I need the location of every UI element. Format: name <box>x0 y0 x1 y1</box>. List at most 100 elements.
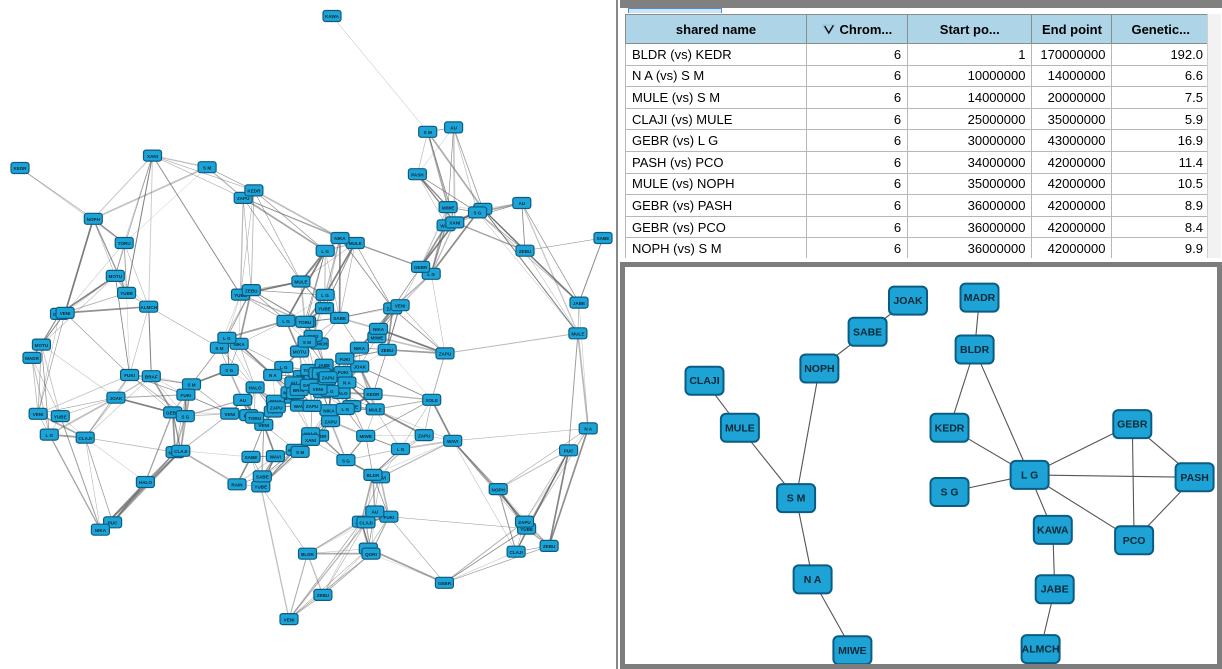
svg-text:TORU: TORU <box>298 320 312 325</box>
svg-text:L G: L G <box>282 319 290 324</box>
svg-text:S M: S M <box>215 346 223 351</box>
svg-text:FUKI: FUKI <box>338 370 349 375</box>
svg-text:L G: L G <box>321 249 329 254</box>
svg-text:JOAK: JOAK <box>110 396 123 401</box>
svg-text:S M: S M <box>303 340 311 345</box>
svg-text:SABE: SABE <box>256 475 269 480</box>
svg-text:GEBR: GEBR <box>438 581 452 586</box>
svg-text:HALO: HALO <box>249 386 262 391</box>
svg-text:S G: S G <box>225 368 233 373</box>
svg-text:AU: AU <box>518 201 525 206</box>
svg-text:L G: L G <box>397 447 405 452</box>
svg-text:MULE: MULE <box>294 280 307 285</box>
svg-text:CLAJI: CLAJI <box>79 436 92 441</box>
svg-text:L G: L G <box>46 433 54 438</box>
svg-text:ALMCH: ALMCH <box>1022 644 1060 656</box>
svg-text:TORU: TORU <box>118 241 132 246</box>
svg-text:SABE: SABE <box>853 326 882 338</box>
svg-text:VENI: VENI <box>224 412 235 417</box>
svg-text:ZAPU: ZAPU <box>237 196 250 201</box>
svg-text:MULE: MULE <box>349 241 362 246</box>
svg-text:JOAK: JOAK <box>893 295 923 307</box>
svg-text:ZEBU: ZEBU <box>543 544 556 549</box>
svg-text:XANI: XANI <box>449 221 460 226</box>
svg-text:NOPH: NOPH <box>87 217 101 222</box>
svg-text:ZAPU: ZAPU <box>322 375 335 380</box>
svg-text:S G: S G <box>474 211 482 216</box>
svg-text:NOPH: NOPH <box>492 487 506 492</box>
svg-text:ZAPU: ZAPU <box>324 419 337 424</box>
svg-text:KEDR: KEDR <box>247 189 261 194</box>
svg-text:WAVI: WAVI <box>447 439 458 444</box>
svg-text:S M: S M <box>787 493 806 505</box>
svg-text:ZAPU: ZAPU <box>270 405 283 410</box>
svg-text:L G: L G <box>1021 469 1038 481</box>
svg-text:MOTU: MOTU <box>109 274 123 279</box>
svg-text:SOLE: SOLE <box>425 398 438 403</box>
svg-text:AU: AU <box>239 398 246 403</box>
svg-text:JOAK: JOAK <box>353 365 366 370</box>
svg-text:S M: S M <box>296 450 304 455</box>
svg-text:QORI: QORI <box>365 552 377 557</box>
svg-text:MIWE: MIWE <box>442 205 455 210</box>
svg-text:L G: L G <box>342 407 350 412</box>
svg-text:YUBE: YUBE <box>120 291 133 296</box>
svg-text:ZEBU: ZEBU <box>245 288 258 293</box>
svg-text:TORU: TORU <box>248 416 262 421</box>
svg-text:BLDR: BLDR <box>301 552 314 557</box>
svg-text:ZEBU: ZEBU <box>519 249 532 254</box>
svg-text:YUBE: YUBE <box>54 414 67 419</box>
svg-text:S G: S G <box>940 487 958 499</box>
svg-text:VENI: VENI <box>313 387 324 392</box>
svg-text:PCO: PCO <box>1123 535 1146 547</box>
svg-text:MULE: MULE <box>571 332 584 337</box>
svg-text:KEDR: KEDR <box>366 392 380 397</box>
svg-text:ALMCH: ALMCH <box>140 305 157 310</box>
svg-text:CLAJI: CLAJI <box>509 550 522 555</box>
svg-text:RAIN: RAIN <box>231 483 243 488</box>
svg-text:MOTU: MOTU <box>35 343 49 348</box>
svg-text:MIWE: MIWE <box>838 645 867 657</box>
svg-text:MADR: MADR <box>25 356 39 361</box>
svg-text:VENI: VENI <box>60 311 71 316</box>
svg-text:MIWE: MIWE <box>359 434 372 439</box>
svg-text:ZEBU: ZEBU <box>381 348 394 353</box>
svg-text:ZAPU: ZAPU <box>306 404 319 409</box>
svg-text:AU: AU <box>450 126 457 131</box>
svg-text:MOTU: MOTU <box>293 350 307 355</box>
svg-text:GEBR: GEBR <box>1117 419 1148 431</box>
svg-text:YUBE: YUBE <box>254 485 267 490</box>
svg-text:MADR: MADR <box>964 292 996 304</box>
svg-text:S M: S M <box>424 130 432 135</box>
svg-text:N A: N A <box>269 373 277 378</box>
svg-text:ZEBU: ZEBU <box>317 593 330 598</box>
svg-text:S G: S G <box>342 458 350 463</box>
svg-text:XANI: XANI <box>305 438 316 443</box>
svg-text:KEDR: KEDR <box>13 166 27 171</box>
svg-text:PASH: PASH <box>411 172 424 177</box>
svg-text:MULE: MULE <box>369 408 382 413</box>
svg-text:S G: S G <box>181 414 189 419</box>
svg-text:SABE: SABE <box>597 236 610 241</box>
svg-text:FUKI: FUKI <box>124 373 135 378</box>
svg-text:PASH: PASH <box>1180 472 1208 484</box>
svg-text:N A: N A <box>804 574 822 586</box>
svg-text:CLAJI: CLAJI <box>174 449 187 454</box>
svg-text:FUKI: FUKI <box>384 515 395 520</box>
svg-text:ZAPU: ZAPU <box>439 352 452 357</box>
svg-text:SABE: SABE <box>245 455 258 460</box>
svg-text:PUC: PUC <box>564 449 574 454</box>
svg-text:AU: AU <box>371 510 378 515</box>
svg-text:FUKI: FUKI <box>339 357 350 362</box>
svg-text:KAWA: KAWA <box>1037 524 1069 536</box>
svg-text:KAWA: KAWA <box>325 14 339 19</box>
svg-text:JABE: JABE <box>1041 584 1069 596</box>
svg-text:L G: L G <box>321 293 329 298</box>
svg-text:VENI: VENI <box>33 412 44 417</box>
svg-text:JABE: JABE <box>573 301 585 306</box>
svg-text:WAVI: WAVI <box>270 454 281 459</box>
svg-text:VENI: VENI <box>395 303 406 308</box>
svg-text:NIKA: NIKA <box>95 528 107 533</box>
svg-text:CLAJI: CLAJI <box>689 375 719 387</box>
svg-text:BLDR: BLDR <box>367 473 380 478</box>
